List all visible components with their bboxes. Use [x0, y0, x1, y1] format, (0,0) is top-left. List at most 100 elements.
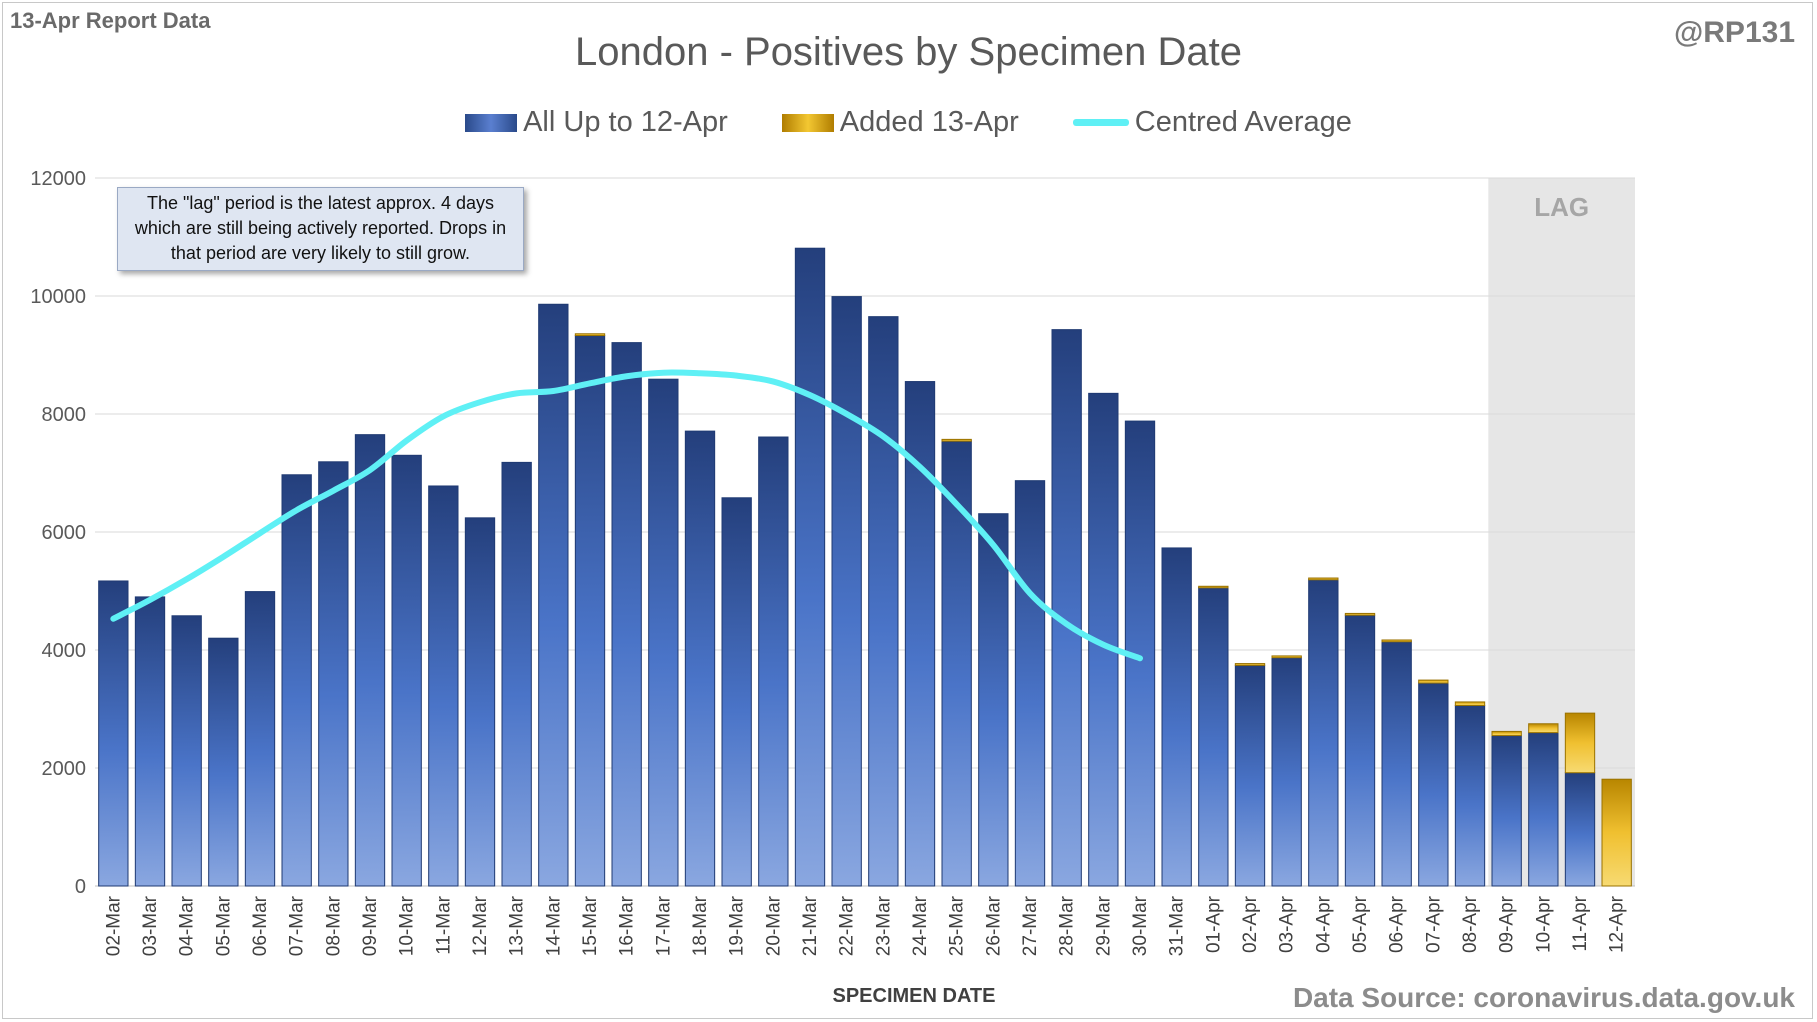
- x-tick-label: 18-Mar: [690, 895, 711, 956]
- y-tick-label: 0: [75, 876, 86, 898]
- legend-label-added: Added 13-Apr: [839, 106, 1019, 138]
- bar-existing: [868, 316, 899, 887]
- x-tick-label: 03-Mar: [140, 895, 161, 956]
- x-tick-label: 04-Mar: [177, 895, 198, 956]
- x-tick-label: 25-Mar: [947, 895, 968, 956]
- x-tick-label: 01-Apr: [1203, 895, 1224, 953]
- y-tick-label: 2000: [42, 758, 87, 780]
- y-tick-label: 12000: [30, 168, 86, 190]
- bar-added: [1601, 778, 1632, 887]
- bar-existing: [648, 378, 679, 887]
- bar-added: [1198, 585, 1229, 589]
- bar-existing: [354, 434, 386, 887]
- x-tick-label: 02-Apr: [1240, 895, 1261, 953]
- bar-existing: [538, 303, 569, 887]
- x-tick-label: 20-Mar: [763, 895, 784, 956]
- lag-note: The "lag" period is the latest approx. 4…: [117, 187, 524, 271]
- bar-existing: [1454, 704, 1486, 887]
- y-tick-label: 10000: [30, 286, 86, 308]
- bar-existing: [1051, 329, 1082, 887]
- x-tick-label: 09-Apr: [1497, 895, 1518, 953]
- x-tick-label: 10-Apr: [1533, 895, 1554, 953]
- report-label: 13-Apr Report Data: [10, 8, 211, 33]
- x-tick-label: 02-Mar: [103, 895, 124, 956]
- legend-swatch-existing: [465, 113, 518, 132]
- bar-added: [1344, 612, 1376, 616]
- x-tick-label: 23-Mar: [873, 895, 894, 956]
- legend-swatch-added: [781, 113, 834, 132]
- x-tick-label: 04-Apr: [1313, 895, 1334, 953]
- bar-added: [1418, 679, 1449, 684]
- bar-existing: [721, 497, 752, 887]
- bar-added: [1454, 701, 1486, 706]
- x-tick-label: 13-Mar: [507, 895, 528, 956]
- x-tick-label: 09-Mar: [360, 895, 381, 956]
- bar-added: [1528, 723, 1559, 734]
- x-tick-label: 12-Mar: [470, 895, 491, 956]
- x-tick-label: 06-Mar: [250, 895, 271, 956]
- x-tick-label: 06-Apr: [1387, 895, 1408, 953]
- bar-existing: [134, 596, 166, 887]
- x-tick-label: 11-Apr: [1570, 895, 1591, 951]
- x-tick-label: 31-Mar: [1167, 895, 1188, 956]
- x-tick-label: 16-Mar: [617, 895, 638, 956]
- legend-label-existing: All Up to 12-Apr: [523, 106, 728, 138]
- x-tick-label: 22-Mar: [837, 895, 858, 956]
- x-tick-label: 24-Mar: [910, 895, 931, 956]
- bar-existing: [208, 637, 239, 887]
- bar-existing: [1418, 682, 1449, 887]
- y-tick-label: 8000: [42, 404, 87, 426]
- x-tick-label: 19-Mar: [727, 895, 748, 956]
- x-tick-label: 05-Apr: [1350, 895, 1371, 953]
- bar-added: [1271, 655, 1302, 659]
- bar-added: [1234, 663, 1266, 666]
- bar-existing: [171, 615, 202, 887]
- bar-existing: [1564, 772, 1596, 887]
- bar-existing: [794, 247, 826, 887]
- bar-existing: [684, 430, 716, 887]
- bar-existing: [1014, 480, 1046, 887]
- bar-existing: [98, 580, 129, 887]
- bar-existing: [281, 474, 312, 887]
- data-source: Data Source: coronavirus.data.gov.uk: [1292, 982, 1795, 1013]
- bar-existing: [1308, 579, 1339, 887]
- x-tick-label: 26-Mar: [983, 895, 1004, 956]
- bar-existing: [318, 461, 349, 887]
- legend-swatch-average: [1072, 119, 1129, 126]
- bar-existing: [1381, 641, 1412, 887]
- bar-existing: [1198, 586, 1229, 887]
- bar-existing: [574, 335, 606, 887]
- x-tick-label: 07-Apr: [1423, 895, 1444, 953]
- chart-title: London - Positives by Specimen Date: [574, 30, 1243, 74]
- x-tick-label: 10-Mar: [397, 895, 418, 956]
- x-tick-label: 17-Mar: [653, 895, 674, 956]
- x-tick-label: 08-Apr: [1460, 895, 1481, 953]
- bar-existing: [1344, 614, 1376, 887]
- lag-label: LAG: [1534, 192, 1589, 222]
- x-tick-label: 12-Apr: [1607, 895, 1628, 953]
- x-tick-label: 07-Mar: [287, 895, 308, 956]
- bar-existing: [464, 517, 496, 887]
- legend-item-average: Centred Average: [1072, 106, 1352, 139]
- bar-existing: [428, 485, 459, 887]
- bar-existing: [244, 591, 276, 887]
- bar-existing: [1491, 735, 1522, 887]
- x-tick-label: 14-Mar: [543, 895, 564, 956]
- bar-added: [1308, 577, 1339, 581]
- x-tick-label: 05-Mar: [213, 895, 234, 956]
- x-tick-label: 21-Mar: [800, 895, 821, 956]
- x-tick-label: 28-Mar: [1057, 895, 1078, 956]
- bar-existing: [831, 296, 862, 887]
- bar-existing: [758, 436, 789, 887]
- bar-existing: [1161, 547, 1192, 887]
- x-tick-label: 03-Apr: [1277, 895, 1298, 953]
- bar-added: [1564, 712, 1596, 774]
- legend-item-added: Added 13-Apr: [781, 106, 1019, 139]
- x-tick-label: 30-Mar: [1130, 895, 1151, 956]
- author-handle: @RP131: [1674, 16, 1795, 49]
- bar-existing: [1528, 732, 1559, 887]
- bar-added: [941, 438, 972, 442]
- y-tick-label: 4000: [42, 640, 87, 662]
- bar-existing: [1271, 657, 1302, 887]
- x-tick-label: 27-Mar: [1020, 895, 1041, 956]
